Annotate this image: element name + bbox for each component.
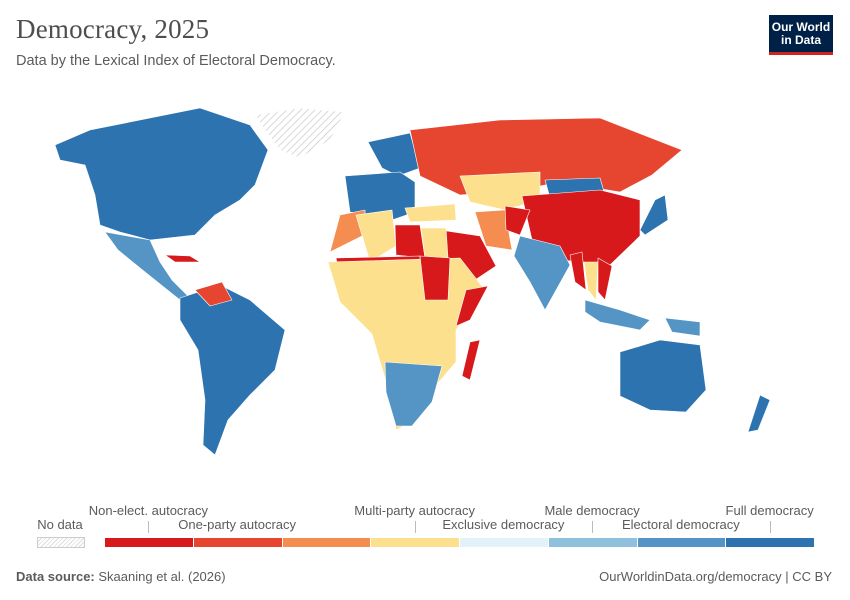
region-india[interactable] [513,235,571,311]
chart-title: Democracy, 2025 [16,14,210,44]
region-greenland[interactable] [254,107,346,159]
source-link[interactable]: Skaaning et al. (2026) [98,569,226,584]
legend-no-data-label: No data [37,517,83,532]
chart-subtitle: Data by the Lexical Index of Electoral D… [16,53,336,69]
region-myanmar[interactable] [569,251,587,291]
region-cuba[interactable] [164,254,201,263]
legend-tick [592,521,594,533]
legend-bin-5[interactable] [547,537,638,548]
legend-label: Full democracy [725,503,814,518]
legend-label: Multi-party autocracy [354,503,475,518]
legend-label: Exclusive democracy [442,517,565,532]
legend-label: One-party autocracy [178,517,297,532]
region-turkey[interactable] [404,203,457,223]
legend-label: Non-elect. autocracy [88,503,208,518]
region-algeria[interactable] [355,209,397,263]
region-japan[interactable] [639,194,669,236]
region-mexico-central-america[interactable] [104,231,191,301]
region-afghanistan[interactable] [504,205,531,236]
region-iran[interactable] [474,209,513,251]
region-libya[interactable] [394,224,426,259]
region-central-asia[interactable] [459,171,541,211]
credit-link[interactable]: OurWorldinData.org/democracy | CC BY [599,569,832,584]
legend-bin-3[interactable] [370,537,460,548]
region-new-zealand[interactable] [747,394,771,433]
world-map[interactable] [0,95,850,475]
region-somalia[interactable] [455,285,489,327]
region-australia[interactable] [619,339,707,413]
source-label: Data source: [16,569,95,584]
legend-bin-0[interactable] [104,537,194,548]
legend-label: Electoral democracy [621,517,740,532]
region-south-america[interactable] [179,284,286,456]
logo-line-2: in Data [780,32,821,47]
region-north-america[interactable] [54,107,269,241]
owid-logo[interactable]: Our World in Data [769,15,833,55]
region-scandinavia[interactable] [367,132,421,177]
legend-label: Male democracy [544,503,640,518]
legend-no-data-swatch[interactable] [37,537,85,548]
region-egypt[interactable] [420,227,449,259]
legend-tick [414,521,416,533]
region-papua-new-guinea[interactable] [664,317,701,337]
region-thailand[interactable] [583,261,599,301]
region-vietnam[interactable] [597,257,613,301]
legend-bin-4[interactable] [459,537,549,548]
region-sudan[interactable] [419,255,451,301]
legend-bin-2[interactable] [281,537,372,548]
legend-bin-1[interactable] [192,537,283,548]
region-southern-africa[interactable] [384,361,443,427]
logo-line-1: Our World [771,19,831,34]
region-venezuela[interactable] [194,281,233,307]
legend-tick [769,521,771,533]
legend-bin-6[interactable] [636,537,727,548]
data-source: Data source: Skaaning et al. (2026) [16,569,226,584]
legend-bin-7[interactable] [725,537,815,548]
region-madagascar[interactable] [461,339,481,381]
region-indonesia[interactable] [584,299,651,331]
legend-tick [148,521,150,533]
